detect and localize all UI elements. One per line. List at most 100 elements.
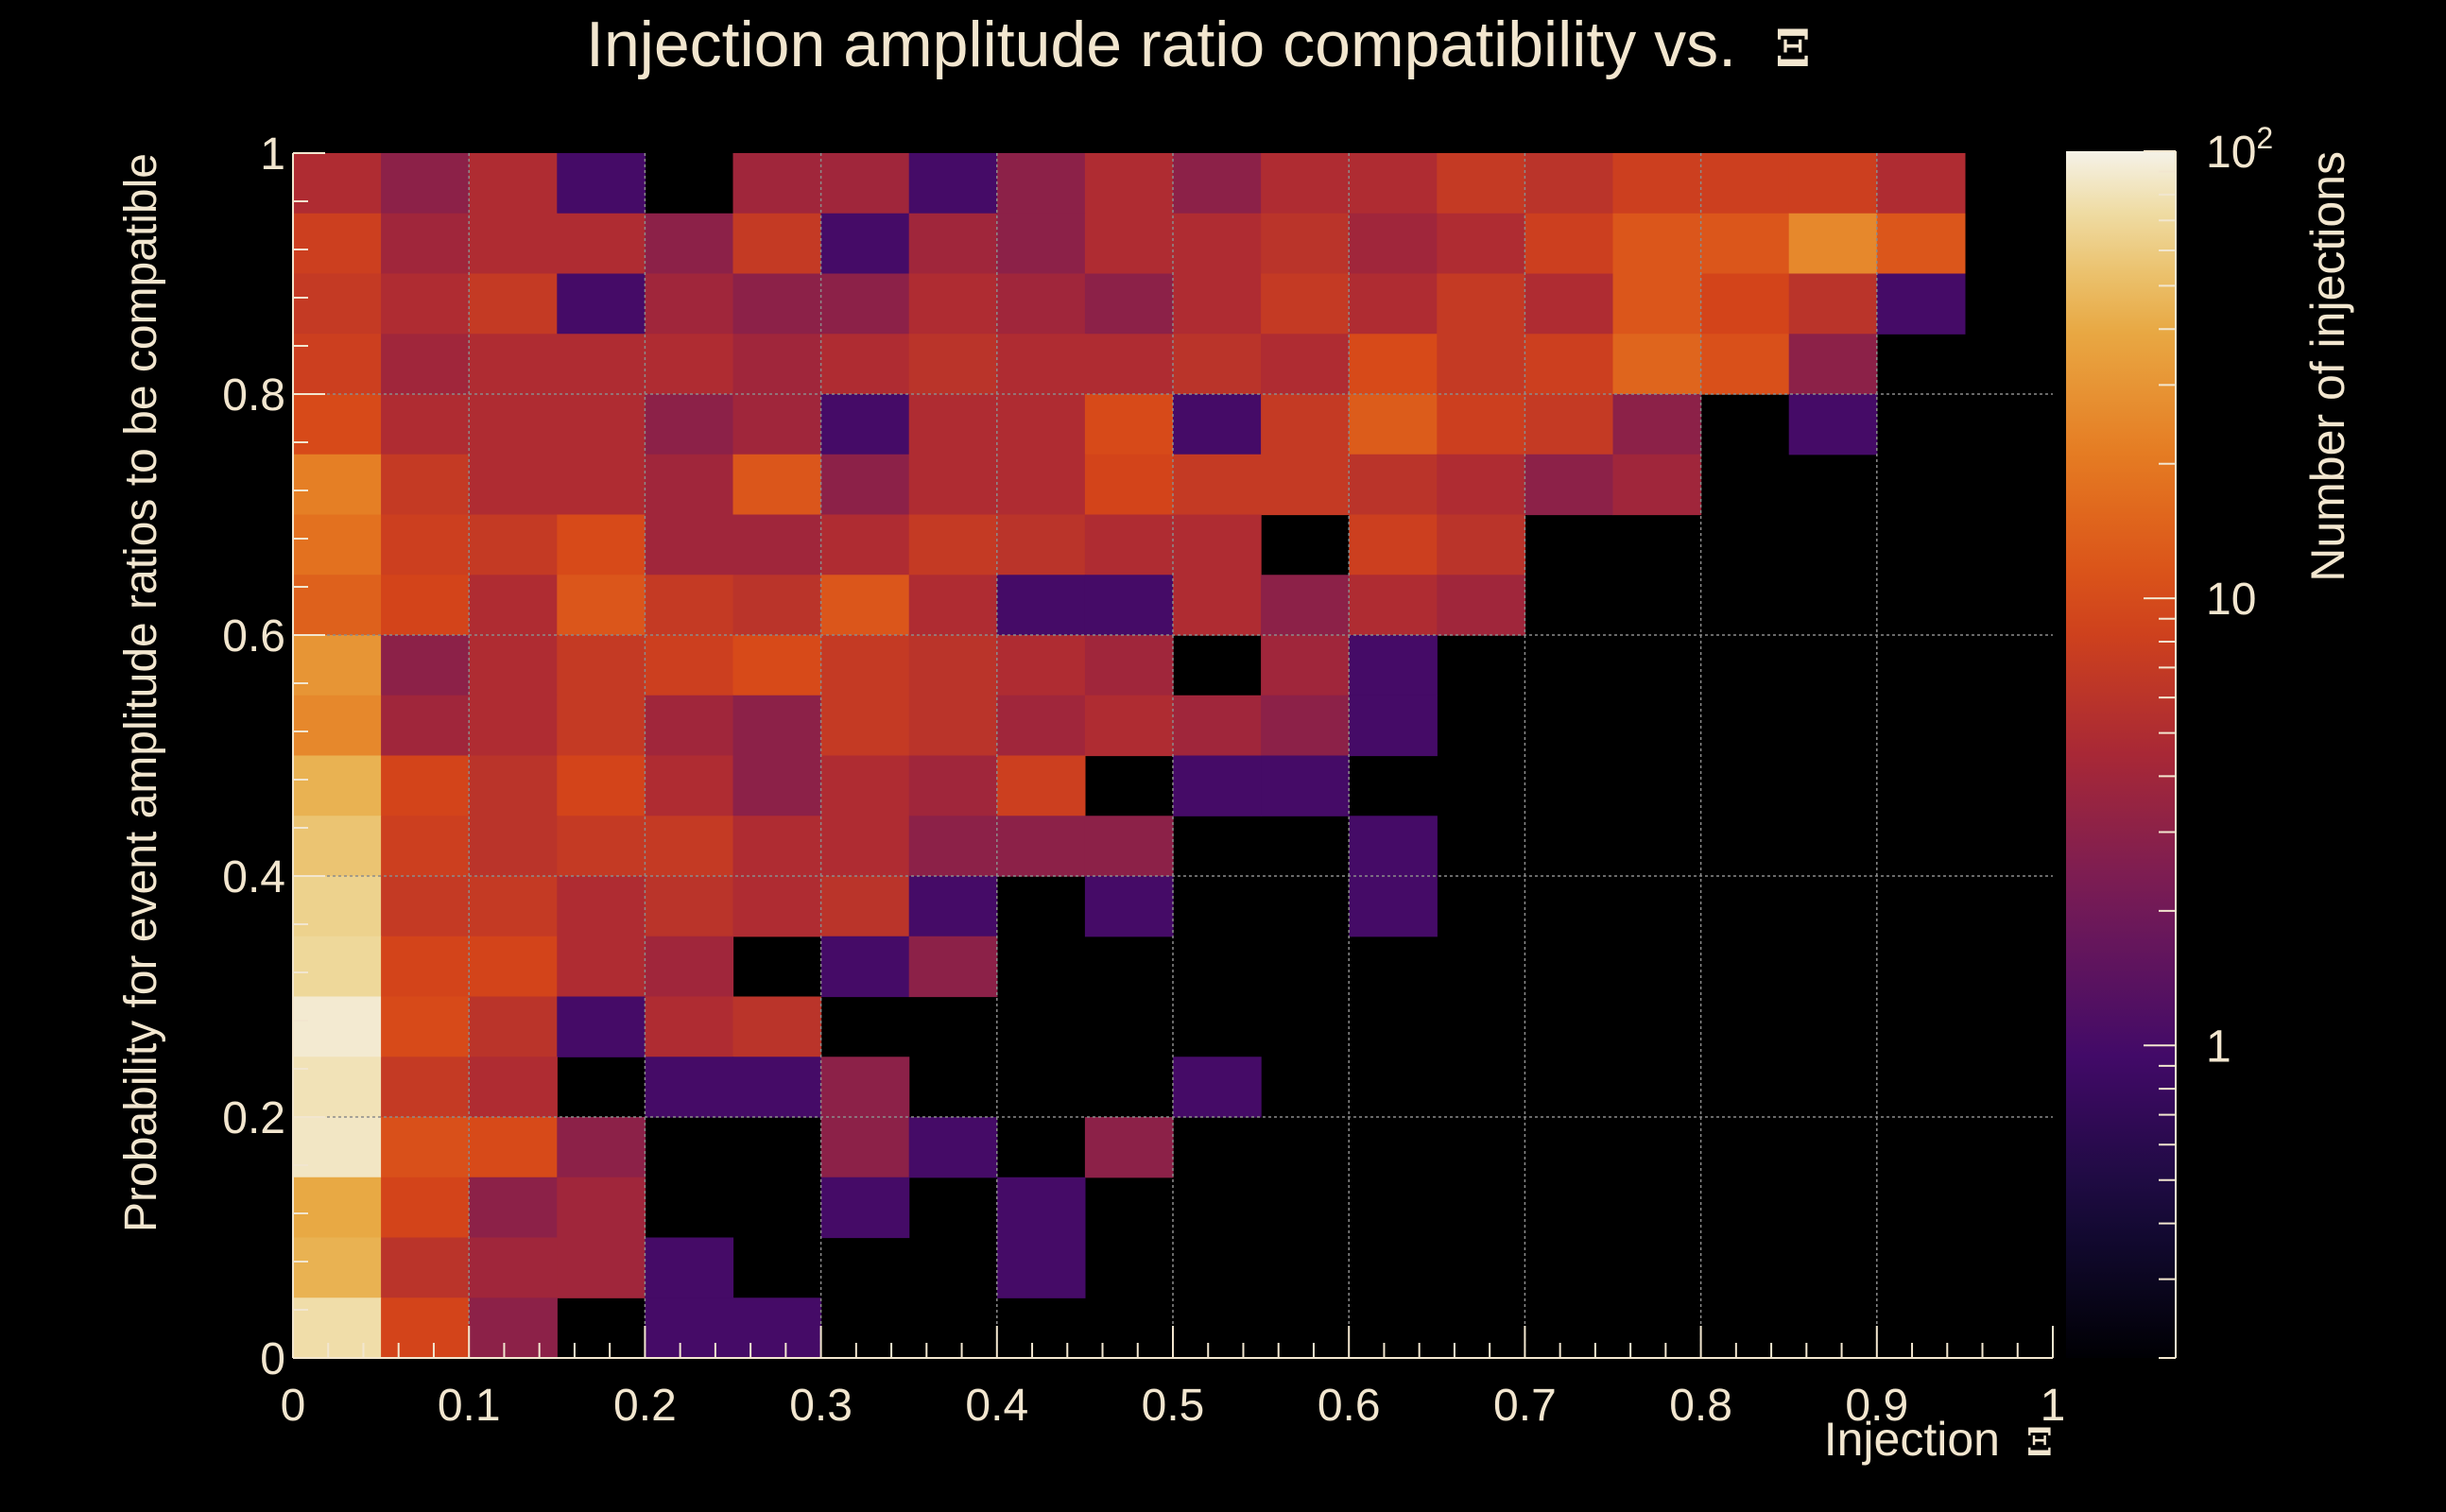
heatmap-cell (1349, 394, 1438, 455)
heatmap-cell (996, 334, 1086, 395)
heatmap-cell (1261, 575, 1350, 636)
heatmap-cell (996, 213, 1086, 275)
heatmap-cell (293, 755, 382, 816)
heatmap-cell (732, 1057, 822, 1118)
heatmap-cell (557, 1237, 646, 1298)
heatmap-cell (1349, 334, 1438, 395)
heatmap-cell (996, 755, 1086, 816)
heatmap-cell (1349, 695, 1438, 757)
heatmap-cell (1173, 1057, 1262, 1118)
heatmap-cell (645, 936, 734, 998)
heatmap-cell (645, 273, 734, 335)
heatmap-cell (1700, 153, 1790, 215)
heatmap-cell (469, 1237, 558, 1298)
heatmap-cell (820, 575, 910, 636)
heatmap-cell (645, 755, 734, 816)
x-tick-label: 0.4 (965, 1381, 1028, 1431)
heatmap-cell (469, 213, 558, 275)
heatmap-cell (1700, 334, 1790, 395)
heatmap-cell (1876, 153, 1966, 215)
x-tick-label: 1 (2041, 1381, 2066, 1431)
heatmap-cell (557, 876, 646, 937)
colorbar-tick-label-exponent: 2 (2256, 121, 2273, 155)
y-tick-label: 0.8 (222, 370, 285, 421)
heatmap-cell (557, 635, 646, 696)
heatmap-cell (908, 876, 998, 937)
heatmap-cell (557, 394, 646, 455)
x-tick-label: 0.1 (438, 1381, 501, 1431)
heatmap-cell (1612, 153, 1702, 215)
heatmap-cell (908, 816, 998, 877)
chart-title: Injection amplitude ratio compatibility … (586, 9, 1811, 80)
heatmap-cell (908, 635, 998, 696)
heatmap-cell (293, 575, 382, 636)
heatmap-cell (293, 1237, 382, 1298)
heatmap-cell (1261, 273, 1350, 335)
heatmap-cell (732, 996, 822, 1057)
heatmap-cell (293, 936, 382, 998)
heatmap-cell (645, 1297, 734, 1359)
heatmap-cell (469, 1057, 558, 1118)
heatmap-cell (908, 213, 998, 275)
heatmap-cell (1524, 334, 1614, 395)
heatmap-cell (908, 454, 998, 516)
heatmap-cell (293, 153, 382, 215)
heatmap-cell (381, 816, 470, 877)
x-axis-label-symbol: Ξ (2026, 1420, 2053, 1465)
heatmap-cell (293, 1057, 382, 1118)
heatmap-cell (1349, 153, 1438, 215)
heatmap-cell (732, 575, 822, 636)
heatmap-cell (469, 1117, 558, 1178)
heatmap-cell (645, 575, 734, 636)
heatmap-cell (645, 996, 734, 1057)
x-tick-label: 0.7 (1493, 1381, 1557, 1431)
heatmap-cell (557, 213, 646, 275)
y-tick-label: 0.2 (222, 1093, 285, 1143)
heatmap-cell (1437, 273, 1525, 335)
heatmap-cell (645, 876, 734, 937)
heatmap-cell (293, 996, 382, 1057)
heatmap-cell (1876, 273, 1966, 335)
heatmap-cell (293, 454, 382, 516)
heatmap-cell (381, 575, 470, 636)
heatmap-cell (645, 454, 734, 516)
heatmap-cell (293, 816, 382, 877)
heatmap-cell (820, 394, 910, 455)
heatmap-cell (908, 334, 998, 395)
heatmap-cell (908, 273, 998, 335)
heatmap-cell (469, 816, 558, 877)
heatmap-cell (908, 936, 998, 998)
heatmap-cell (996, 575, 1086, 636)
heatmap-cell (1173, 755, 1262, 816)
heatmap-cell (1437, 394, 1525, 455)
colorbar-tick-label-base: 10 (2206, 128, 2256, 178)
heatmap-cell (557, 695, 646, 757)
heatmap-cell (469, 273, 558, 335)
heatmap-cell (908, 695, 998, 757)
heatmap-cell (1084, 394, 1174, 455)
heatmap-cell (1084, 1117, 1174, 1178)
heatmap-cell (557, 575, 646, 636)
heatmap-cell (381, 273, 470, 335)
heatmap-cell (557, 334, 646, 395)
heatmap-cell (820, 635, 910, 696)
heatmap-cell (469, 454, 558, 516)
heatmap-cell (908, 514, 998, 576)
heatmap-cell (820, 1177, 910, 1239)
heatmap-cell (293, 213, 382, 275)
heatmap-cell (1437, 454, 1525, 516)
heatmap-cell (381, 213, 470, 275)
heatmap-cell (820, 1057, 910, 1118)
heatmap-cell (381, 755, 470, 816)
heatmap-cell (732, 1297, 822, 1359)
colorbar-tick-label: 1 (2206, 1022, 2231, 1072)
heatmap-cell (732, 514, 822, 576)
heatmap-cell (732, 394, 822, 455)
x-tick-label: 0.8 (1669, 1381, 1732, 1431)
heatmap-cell (1524, 394, 1614, 455)
heatmap-cell (1788, 153, 1878, 215)
heatmap-cell (293, 1177, 382, 1239)
heatmap-cell (1261, 153, 1350, 215)
heatmap-cell (1173, 213, 1262, 275)
